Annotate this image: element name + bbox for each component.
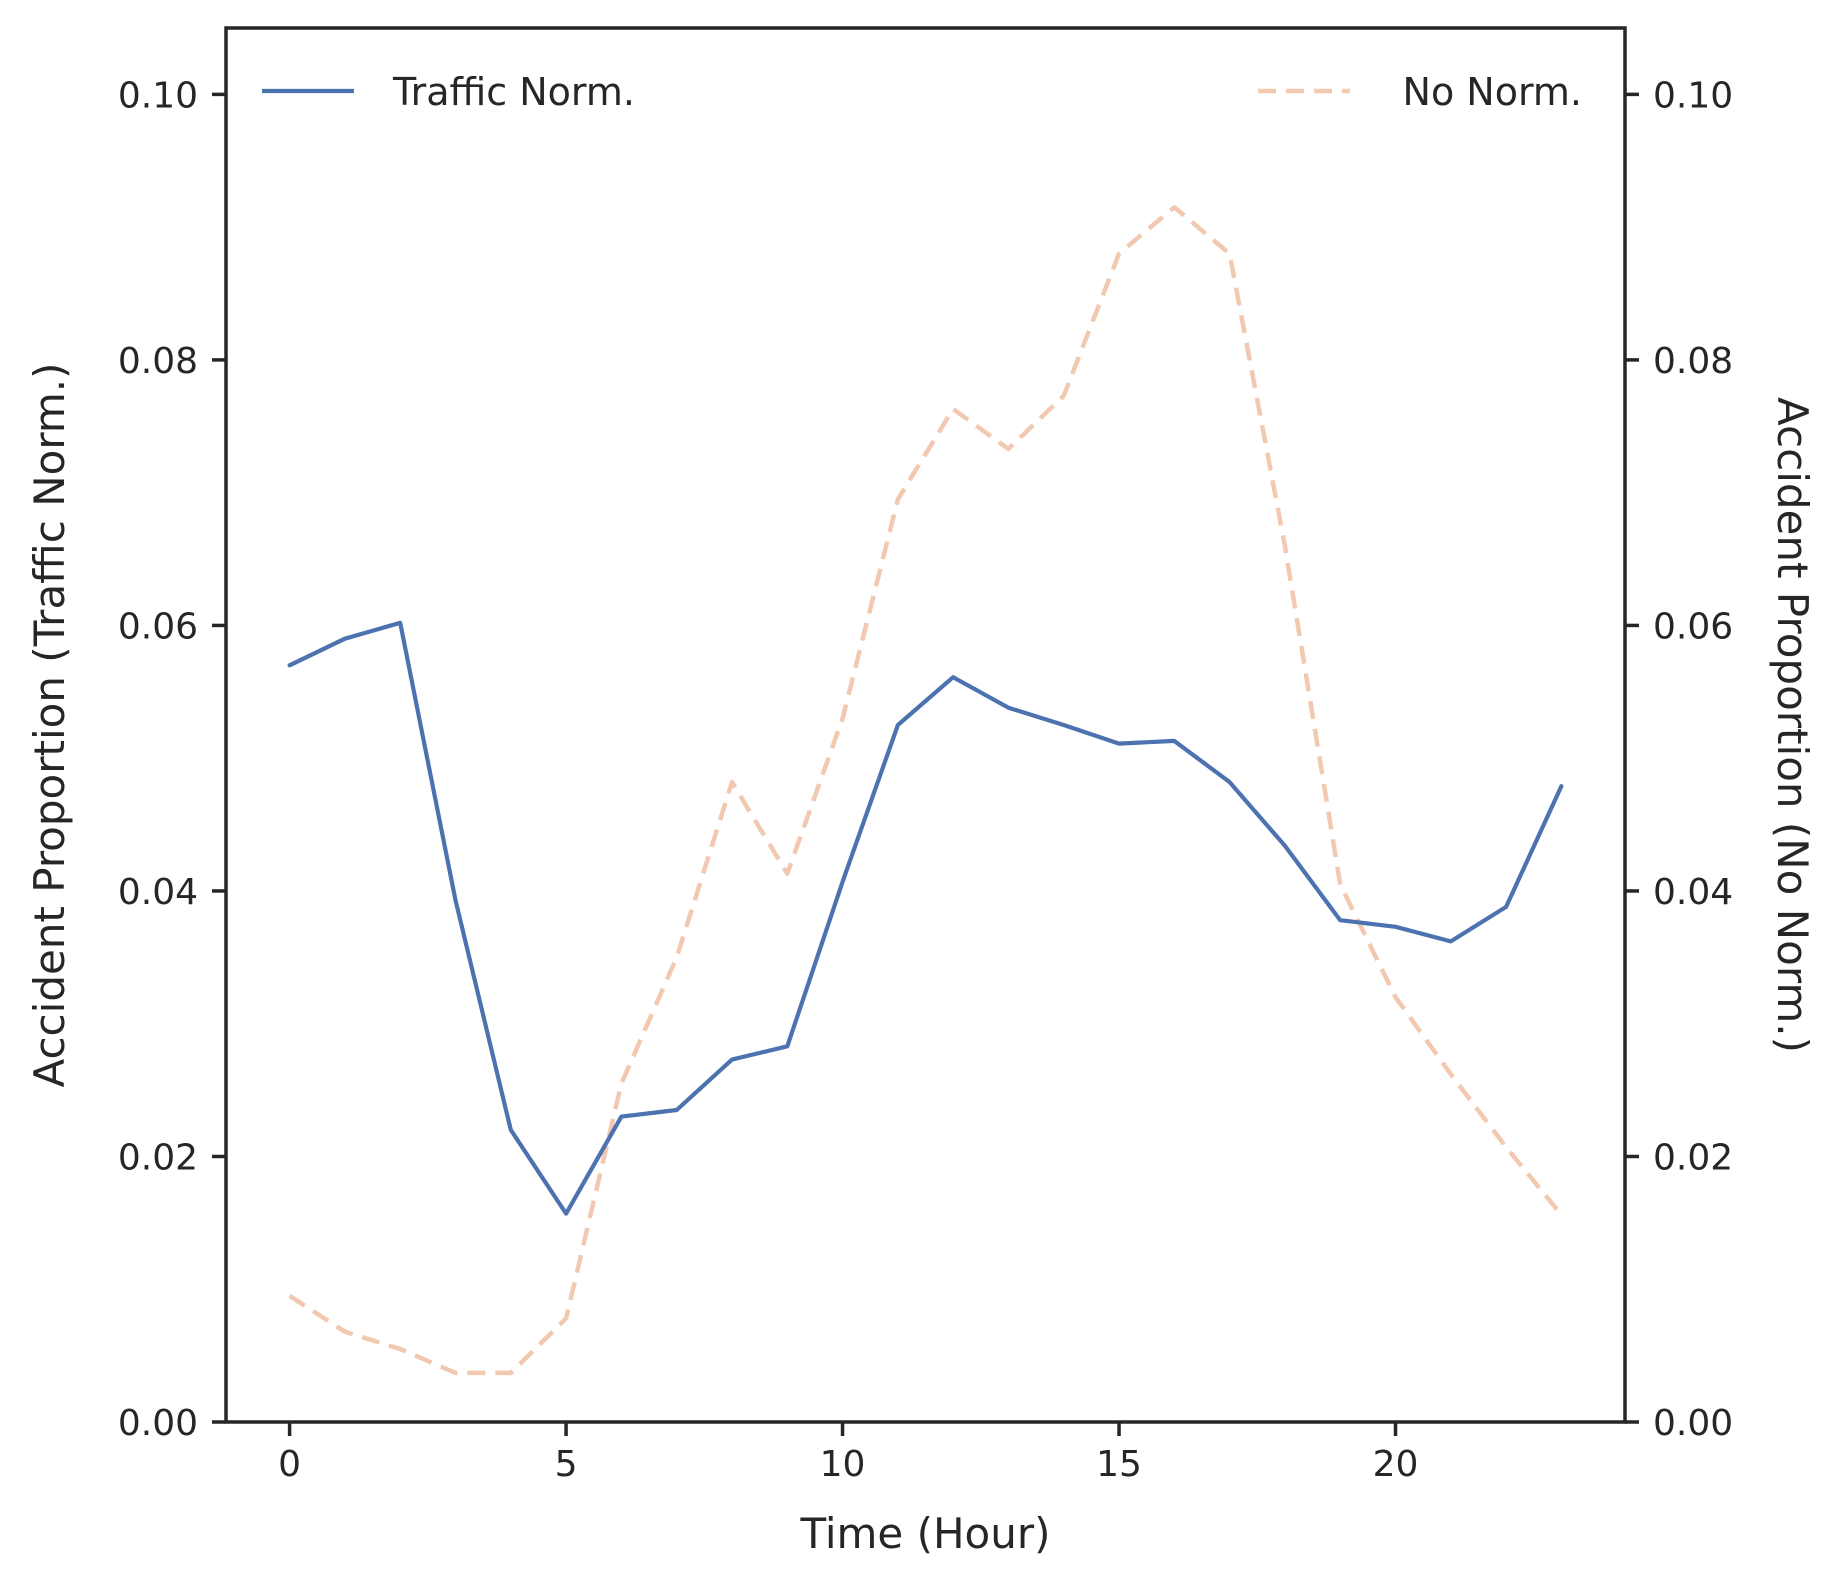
y-right-tick-label: 0.00 xyxy=(1653,1403,1733,1444)
x-tick-label: 20 xyxy=(1373,1444,1419,1485)
y-axis-right-title: Accident Proportion (No Norm.) xyxy=(1768,397,1817,1053)
series-layer xyxy=(287,204,1564,1376)
y-left-tick-label: 0.08 xyxy=(118,341,198,382)
x-axis-title: Time (Hour) xyxy=(799,1509,1050,1558)
y-left-tick-label: 0.00 xyxy=(118,1403,198,1444)
y-right-tick-label: 0.02 xyxy=(1653,1137,1733,1178)
x-tick-label: 15 xyxy=(1096,1444,1142,1485)
y-right-tick-label: 0.06 xyxy=(1653,606,1733,647)
y-axis-left-title: Accident Proportion (Traffic Norm.) xyxy=(25,362,74,1087)
ticks-layer: 0 5 10 15 20 0.00 0.02 0.04 0.06 0.08 0.10 0.00 0.02… xyxy=(118,75,1733,1485)
y-left-tick-label: 0.02 xyxy=(118,1137,198,1178)
legend-label-traffic-norm: Traffic Norm. xyxy=(392,70,635,114)
legend-label-no-norm: No Norm. xyxy=(1403,70,1582,114)
y-right-tick-label: 0.04 xyxy=(1653,872,1733,913)
legend-layer: Traffic Norm. No Norm. xyxy=(262,70,1582,114)
axes-layer xyxy=(224,26,1627,1424)
y-left-tick-label: 0.10 xyxy=(118,75,198,116)
plot-frame xyxy=(224,26,1627,1424)
series-line-no-norm xyxy=(288,204,1564,1376)
y-left-tick-label: 0.06 xyxy=(118,606,198,647)
x-tick-label: 0 xyxy=(278,1444,301,1485)
y-left-tick-label: 0.04 xyxy=(118,872,198,913)
x-tick-label: 10 xyxy=(820,1444,866,1485)
series-line-traffic-norm xyxy=(287,620,1564,1216)
y-right-tick-label: 0.10 xyxy=(1653,75,1733,116)
x-tick-label: 5 xyxy=(555,1444,578,1485)
y-right-tick-label: 0.08 xyxy=(1653,341,1733,382)
